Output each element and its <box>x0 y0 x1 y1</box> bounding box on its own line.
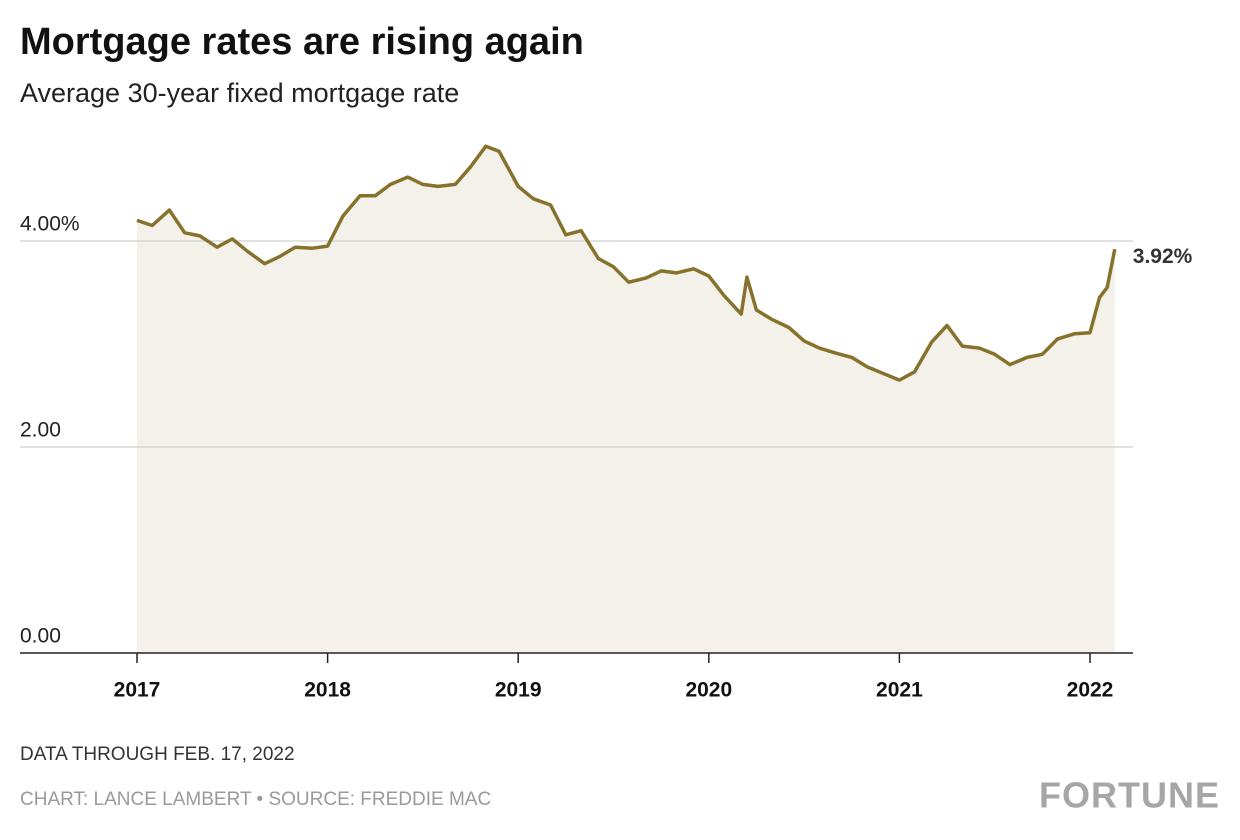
y-tick-label: 4.00% <box>20 213 80 236</box>
value-label: 3.92% <box>1133 245 1193 268</box>
x-tick-label: 2020 <box>685 679 732 702</box>
x-tick-label: 2019 <box>495 679 542 702</box>
x-tick-label: 2018 <box>304 679 351 702</box>
plot-area <box>137 146 1115 654</box>
credit: CHART: LANCE LAMBERT • SOURCE: FREDDIE M… <box>20 789 491 810</box>
area-fill <box>137 146 1115 654</box>
chart-title: Mortgage rates are rising again <box>20 21 584 63</box>
logo: FORTUNE <box>1039 775 1220 816</box>
chart-subtitle: Average 30-year fixed mortgage rate <box>20 78 459 108</box>
line <box>136 144 1117 382</box>
x-tick-label: 2017 <box>114 679 161 702</box>
y-tick-label: 2.00 <box>20 419 61 442</box>
x-tick-label: 2021 <box>876 679 923 702</box>
note: DATA THROUGH FEB. 17, 2022 <box>20 744 295 765</box>
y-tick-label: 0.00 <box>20 625 61 648</box>
x-tick-label: 2022 <box>1067 679 1114 702</box>
